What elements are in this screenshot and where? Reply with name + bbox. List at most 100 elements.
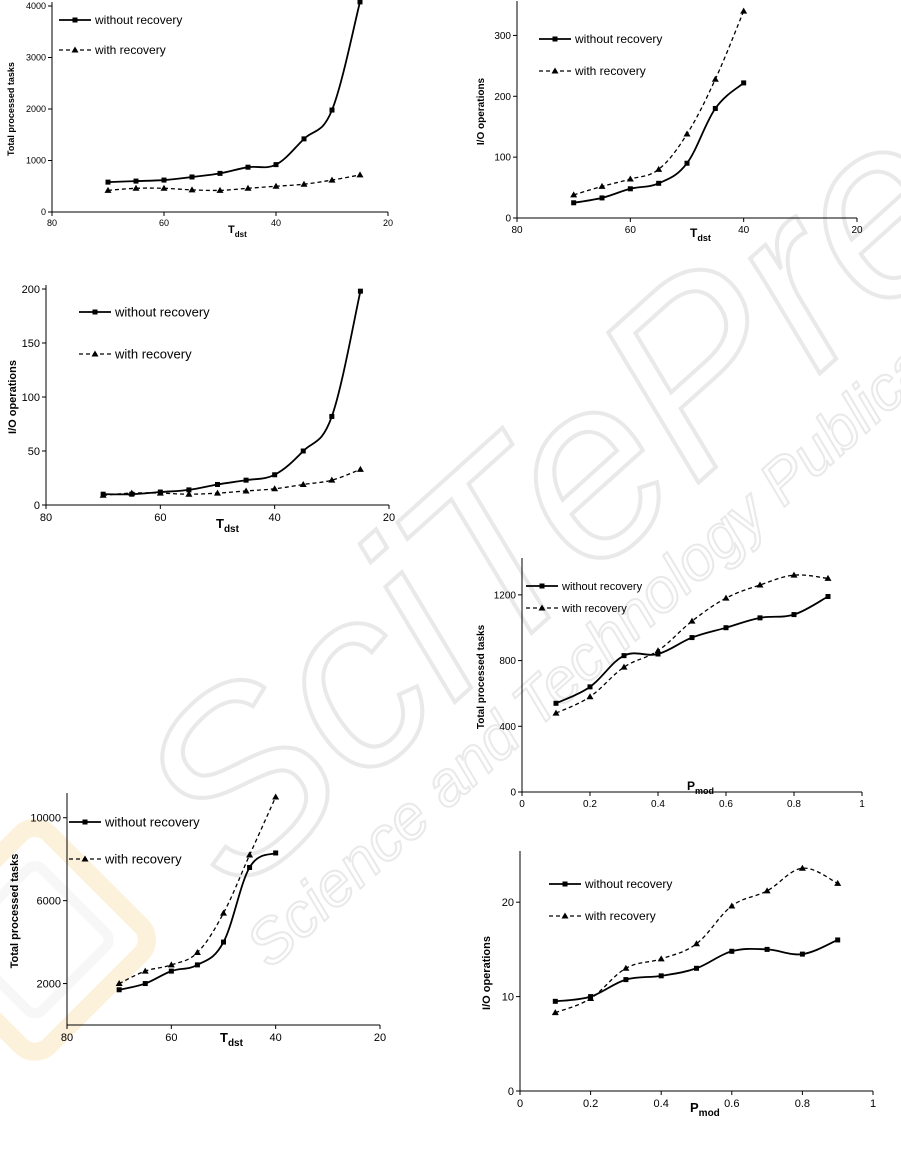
x-tick-label: 0.2 xyxy=(583,1098,598,1110)
data-point-without-recovery xyxy=(161,177,167,183)
x-tick-label: 80 xyxy=(511,225,523,236)
x-tick-label: 0.2 xyxy=(583,799,597,810)
y-tick-label: 6000 xyxy=(37,895,61,907)
legend-marker xyxy=(562,881,568,887)
y-tick-label: 2000 xyxy=(26,104,46,114)
y-axis-label: I/O operations xyxy=(7,360,19,434)
chart-panel-1: 80 60 40 20 0 1000 2000 3000 4000 Total processed… xyxy=(0,0,400,240)
data-point-without-recovery xyxy=(272,472,278,478)
legend-entry: without recovery xyxy=(549,877,672,891)
data-point-with-recovery xyxy=(128,489,136,496)
x-tick-label: 20 xyxy=(383,218,393,228)
data-point-without-recovery xyxy=(215,481,220,487)
y-tick-label: 400 xyxy=(499,722,516,733)
data-point-with-recovery xyxy=(688,617,696,624)
y-tick-label: 2000 xyxy=(37,978,61,990)
y-tick-label: 150 xyxy=(22,338,40,350)
x-axis-label: Tdst xyxy=(228,224,247,239)
data-point-without-recovery xyxy=(599,195,605,201)
data-point-with-recovery xyxy=(132,184,140,191)
data-point-without-recovery xyxy=(764,946,770,952)
series-line-without-recovery xyxy=(107,1,361,184)
x-tick-label: 60 xyxy=(159,218,169,228)
legend-marker xyxy=(561,912,569,919)
legend-entry: with recovery xyxy=(539,64,646,78)
x-tick-label: 0.4 xyxy=(651,799,665,810)
y-tick-label: 200 xyxy=(494,92,511,103)
legend-marker xyxy=(552,36,558,42)
legend-entry: without recovery xyxy=(69,815,200,830)
data-point-without-recovery xyxy=(273,162,279,168)
data-point-without-recovery xyxy=(757,615,763,621)
x-tick-label: 40 xyxy=(269,512,281,524)
x-tick-label: 0.8 xyxy=(787,799,801,810)
data-point-without-recovery xyxy=(723,625,729,631)
data-point-without-recovery xyxy=(655,651,661,657)
data-point-with-recovery xyxy=(299,480,307,487)
data-point-with-recovery xyxy=(834,879,842,886)
data-point-with-recovery xyxy=(214,489,221,496)
x-axis-label: Pmod xyxy=(687,779,714,796)
legend-label: without recovery xyxy=(94,13,182,27)
chart-panel-5: 80 60 40 20 2000 6000 10000 Total processed tas… xyxy=(0,780,400,1055)
y-tick-label: 0 xyxy=(505,214,511,225)
data-point-without-recovery xyxy=(243,477,249,483)
legend-label: without recovery xyxy=(104,815,200,830)
data-point-without-recovery xyxy=(684,160,690,166)
legend-entry: without recovery xyxy=(539,32,662,46)
x-tick-label: 1 xyxy=(859,799,865,810)
y-tick-label: 300 xyxy=(494,31,511,42)
data-point-with-recovery xyxy=(620,663,628,670)
x-tick-label: 1 xyxy=(870,1098,876,1110)
data-point-with-recovery xyxy=(167,961,175,968)
data-point-with-recovery xyxy=(115,980,123,987)
data-point-without-recovery xyxy=(116,987,122,993)
chart-panel-2: 80 60 40 20 0 100 200 300 I/O operations Tdst with… xyxy=(470,0,870,250)
data-point-with-recovery xyxy=(271,485,279,492)
chart-svg-5: 80 60 40 20 2000 6000 10000 Total processed tas… xyxy=(9,793,386,1049)
data-point-without-recovery xyxy=(712,105,718,111)
y-axis-label: I/O operations xyxy=(481,936,493,1010)
data-point-without-recovery xyxy=(329,107,335,113)
series-line-with-recovery xyxy=(555,867,838,1014)
legend-entry: with recovery xyxy=(69,852,182,867)
x-tick-label: 80 xyxy=(61,1032,73,1044)
data-point-without-recovery xyxy=(835,937,841,943)
data-point-with-recovery xyxy=(328,476,336,483)
legend-label: with recovery xyxy=(114,347,192,362)
data-point-with-recovery xyxy=(272,182,280,189)
data-point-with-recovery xyxy=(160,184,168,191)
data-point-without-recovery xyxy=(105,179,111,185)
data-point-without-recovery xyxy=(627,186,633,192)
y-tick-label: 100 xyxy=(494,153,511,164)
data-point-with-recovery xyxy=(711,75,719,82)
legend-label: without recovery xyxy=(584,877,672,891)
data-point-without-recovery xyxy=(621,653,627,659)
data-point-with-recovery xyxy=(728,902,736,909)
data-point-with-recovery xyxy=(763,887,771,894)
data-point-with-recovery xyxy=(356,465,364,472)
data-point-without-recovery xyxy=(658,973,664,979)
y-tick-label: 800 xyxy=(499,656,516,667)
data-point-with-recovery xyxy=(570,191,578,198)
x-axis-label: Tdst xyxy=(216,516,240,535)
x-tick-label: 40 xyxy=(271,218,281,228)
legend-entry: with recovery xyxy=(549,909,656,923)
y-tick-label: 0 xyxy=(34,500,40,512)
data-point-without-recovery xyxy=(553,700,559,706)
x-tick-label: 0.6 xyxy=(719,799,733,810)
legend-marker xyxy=(82,819,88,825)
data-point-with-recovery xyxy=(622,964,630,971)
y-tick-label: 0 xyxy=(41,207,46,217)
legend-marker xyxy=(81,855,89,862)
data-point-without-recovery xyxy=(741,80,747,86)
y-tick-label: 100 xyxy=(22,392,40,404)
data-point-without-recovery xyxy=(552,998,558,1004)
x-tick-label: 20 xyxy=(374,1032,386,1044)
y-tick-label: 50 xyxy=(28,446,40,458)
y-axis-label: Total processed tasks xyxy=(9,854,21,969)
series-line-without-recovery xyxy=(103,290,362,496)
x-tick-label: 0 xyxy=(519,799,525,810)
x-tick-label: 40 xyxy=(738,225,750,236)
